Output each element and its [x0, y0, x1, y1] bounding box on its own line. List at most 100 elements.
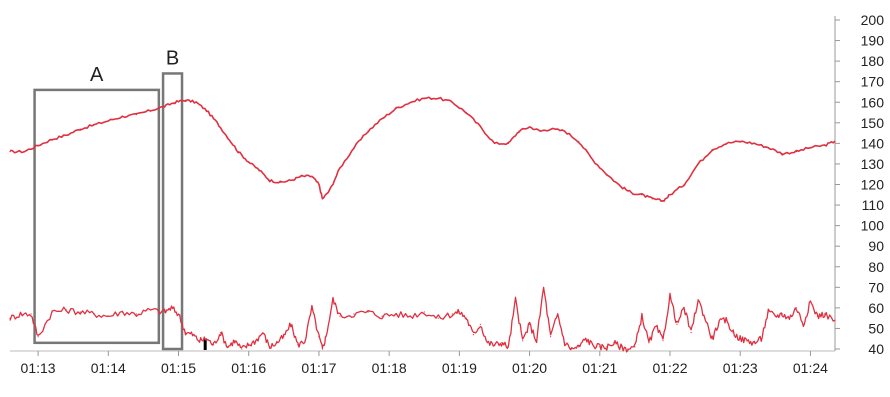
series-2-point: [177, 313, 180, 315]
series-2-point: [669, 294, 671, 297]
series-1-point: [606, 173, 608, 175]
series-2-point: [332, 299, 334, 301]
series-2-point: [248, 344, 250, 346]
x-tick-label: 01:17: [301, 360, 336, 376]
series-1-point: [823, 144, 826, 146]
series-2-point: [557, 313, 559, 315]
series-2-point: [704, 317, 706, 319]
series-2-point: [732, 332, 734, 334]
series-1-point: [753, 142, 755, 144]
annotation-box-a: [33, 88, 161, 345]
series-2-point: [571, 348, 573, 350]
annotation-label-a: A: [90, 64, 104, 86]
series-2-point: [9, 317, 11, 319]
series-1-point: [174, 101, 176, 103]
x-tick-label: 01:24: [793, 360, 828, 376]
series-1-point: [367, 130, 369, 132]
series-lines: [9, 96, 836, 353]
series-2-point: [834, 319, 836, 321]
series-2-point: [507, 346, 510, 348]
series-2-point: [353, 313, 355, 315]
series-1-point: [437, 97, 439, 99]
series-2-point: [304, 340, 306, 342]
series-1-point: [711, 148, 713, 151]
y-tick-label: 70: [868, 279, 884, 295]
series-2-point: [149, 309, 151, 311]
series-1-point: [550, 128, 552, 130]
series-1-point: [206, 109, 208, 112]
series-1-point: [564, 130, 566, 132]
series-2-point: [486, 342, 488, 344]
series-2-point: [451, 313, 453, 315]
series-1-point: [465, 111, 467, 114]
x-tick-label: 01:18: [372, 360, 407, 376]
y-tick-label: 50: [868, 320, 884, 336]
series-1-point: [669, 194, 671, 196]
y-tick-label: 40: [868, 341, 884, 357]
series-2-point: [479, 323, 481, 325]
series-1-point: [409, 101, 411, 103]
y-tick-label: 150: [861, 115, 885, 131]
series-1-point: [321, 198, 323, 200]
series-2-point: [564, 342, 566, 344]
series-2-point: [823, 313, 826, 315]
series-1-point: [641, 194, 643, 196]
series-2-point: [93, 313, 95, 315]
series-1-point: [834, 140, 836, 142]
series-2-point: [107, 315, 109, 317]
series-1-point: [248, 161, 250, 163]
series-2-point: [655, 325, 657, 327]
series-2-point: [725, 319, 727, 321]
y-tick-label: 110: [862, 197, 885, 213]
x-tick-label: 01:22: [652, 360, 687, 376]
series-1-point: [381, 118, 383, 120]
series-2-point: [493, 344, 496, 346]
series-2-point: [620, 346, 622, 348]
series-line-2: [9, 286, 836, 353]
y-tick-label: 120: [861, 177, 885, 193]
series-2-point: [170, 307, 173, 309]
series-1-point: [269, 179, 271, 181]
series-2-point: [585, 338, 587, 340]
y-tick-label: 130: [861, 156, 885, 172]
series-2-point: [550, 336, 552, 338]
series-1-point: [423, 97, 425, 99]
series-1-point: [9, 151, 11, 153]
x-tick-label: 01:13: [21, 360, 56, 376]
x-tick-label: 01:16: [231, 360, 266, 376]
series-1-point: [795, 151, 798, 153]
series-2-point: [578, 346, 580, 348]
series-2-point: [290, 323, 292, 325]
series-1-point: [662, 200, 664, 202]
series-1-point: [107, 120, 109, 122]
series-2-point: [746, 340, 748, 342]
series-2-point: [662, 340, 664, 342]
series-1-point: [395, 107, 397, 109]
series-1-point: [51, 138, 53, 140]
series-2-point: [690, 332, 692, 334]
series-2-point: [592, 344, 594, 346]
series-1-point: [539, 130, 541, 132]
annotations: AB: [33, 47, 207, 351]
series-2-point: [321, 348, 323, 350]
series-2-point: [65, 309, 67, 311]
x-tick-label: 01:20: [512, 360, 547, 376]
series-2-point: [339, 315, 341, 317]
series-2-point: [627, 348, 629, 350]
series-1-point: [767, 146, 769, 149]
series-2-point: [458, 311, 460, 313]
series-2-point: [774, 315, 776, 317]
series-1-point: [290, 179, 292, 181]
series-2-point: [767, 311, 769, 313]
series-2-point: [753, 342, 755, 344]
series-2-point: [697, 299, 699, 301]
series-1-point: [592, 159, 594, 161]
series-1-point: [697, 163, 699, 165]
series-2-point: [234, 340, 236, 342]
series-1-point: [451, 101, 453, 103]
series-2-point: [634, 346, 636, 348]
annotation-label-b: B: [166, 47, 179, 69]
series-1-point: [93, 124, 95, 126]
